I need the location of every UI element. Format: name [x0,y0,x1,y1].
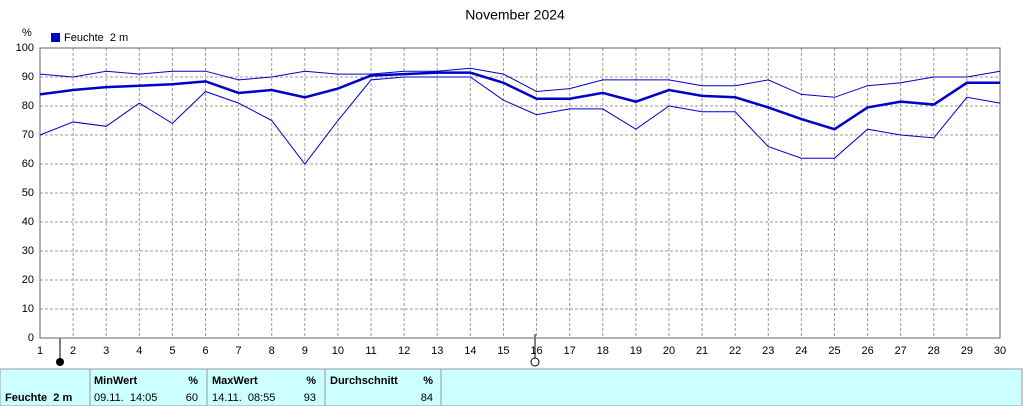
x-tick-label: 6 [202,345,208,357]
x-tick-label: 27 [895,345,907,357]
table-label: Feuchte 2 m [5,392,72,404]
series-line [39,76,1001,165]
plot-border [39,47,1001,339]
y-tick-label: 70 [22,129,34,141]
y-tick-label: 100 [16,42,34,54]
table-header: MinWert [94,375,138,387]
x-tick-label: 29 [961,345,973,357]
table-cell: 14.11. 08:55 [212,392,275,404]
table-header: % [188,375,198,387]
y-tick-label: 80 [22,100,34,112]
x-tick-label: 3 [103,345,109,357]
y-tick-label: 40 [22,216,34,228]
x-tick-label: 28 [928,345,940,357]
x-tick-label: 20 [663,345,675,357]
moon-icon [56,358,64,366]
x-tick-label: 5 [169,345,175,357]
x-tick-label: 25 [828,345,840,357]
x-tick-label: 2 [70,345,76,357]
x-tick-label: 7 [236,345,242,357]
x-tick-label: 16 [530,345,542,357]
x-tick-label: 10 [332,345,344,357]
table-cell: 93 [304,392,316,404]
moon-icon [530,357,540,367]
series-line [39,67,1001,98]
x-tick-label: 12 [398,345,410,357]
table-header: Durchschnitt [330,375,398,387]
legend-swatch [51,33,60,42]
table-cell: 60 [186,392,198,404]
y-tick-label: 60 [22,158,34,170]
y-tick-label: 30 [22,245,34,257]
table-background [0,368,1023,406]
table-cell: 09.11. 14:05 [94,392,157,404]
table-cell: 84 [421,392,433,404]
y-tick-label: 50 [22,187,34,199]
x-tick-label: 1 [37,345,43,357]
x-tick-label: 19 [630,345,642,357]
table-header: % [306,375,316,387]
x-tick-label: 26 [861,345,873,357]
x-tick-label: 15 [497,345,509,357]
x-tick-label: 4 [136,345,142,357]
x-tick-label: 18 [597,345,609,357]
chart-title: November 2024 [465,7,565,23]
y-tick-label: 10 [22,303,34,315]
x-tick-label: 23 [762,345,774,357]
x-tick-label: 8 [269,345,275,357]
legend-label: Feuchte 2 m [64,32,128,44]
x-tick-label: 21 [696,345,708,357]
x-tick-label: 13 [431,345,443,357]
y-tick-label: 20 [22,274,34,286]
table-header: % [423,375,433,387]
x-tick-label: 11 [365,345,376,357]
x-tick-label: 14 [464,345,476,357]
x-tick-label: 24 [795,345,807,357]
table-header: MaxWert [212,375,258,387]
x-tick-label: 9 [302,345,308,357]
x-tick-label: 30 [994,345,1006,357]
series-line [39,71,1000,131]
y-tick-label: 0 [28,332,34,344]
y-tick-label: 90 [22,71,34,83]
y-axis-label: % [22,27,32,39]
x-tick-label: 17 [564,345,576,357]
x-tick-label: 22 [729,345,741,357]
